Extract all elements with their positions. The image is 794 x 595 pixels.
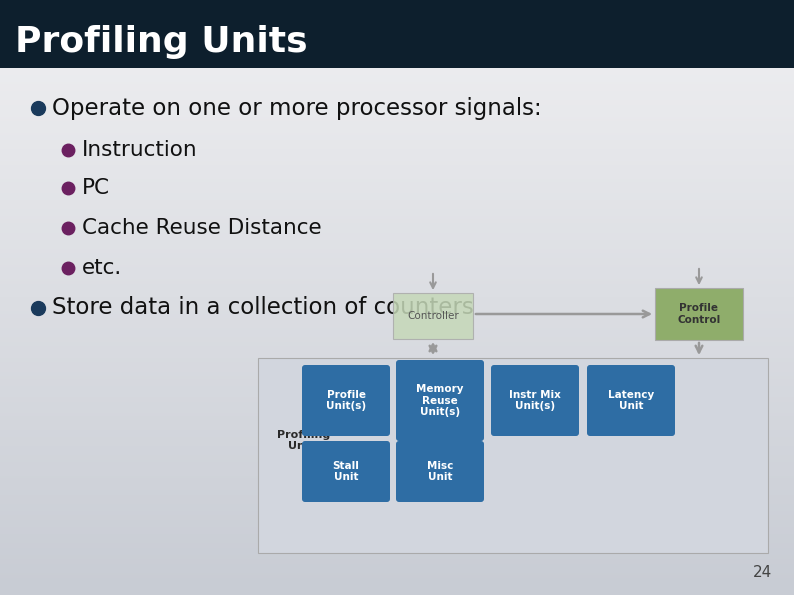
FancyBboxPatch shape: [396, 441, 484, 502]
Text: Profile
Control: Profile Control: [677, 303, 721, 325]
Text: Misc
Unit: Misc Unit: [427, 461, 453, 483]
Text: Profile
Unit(s): Profile Unit(s): [326, 390, 366, 411]
FancyBboxPatch shape: [655, 288, 743, 340]
FancyBboxPatch shape: [302, 365, 390, 436]
FancyBboxPatch shape: [0, 0, 794, 68]
Text: Instruction: Instruction: [82, 140, 198, 160]
Text: PC: PC: [82, 178, 110, 198]
FancyBboxPatch shape: [302, 441, 390, 502]
FancyBboxPatch shape: [587, 365, 675, 436]
Text: Store data in a collection of counters: Store data in a collection of counters: [52, 296, 474, 320]
FancyBboxPatch shape: [393, 293, 473, 339]
Text: 24: 24: [753, 565, 772, 580]
Text: Latency
Unit: Latency Unit: [608, 390, 654, 411]
Text: etc.: etc.: [82, 258, 122, 278]
FancyBboxPatch shape: [396, 360, 484, 441]
Text: Controller: Controller: [407, 311, 459, 321]
Text: Instr Mix
Unit(s): Instr Mix Unit(s): [509, 390, 561, 411]
Text: Cache Reuse Distance: Cache Reuse Distance: [82, 218, 322, 238]
Text: Memory
Reuse
Unit(s): Memory Reuse Unit(s): [416, 384, 464, 417]
Text: Profiling Units: Profiling Units: [15, 25, 307, 59]
FancyBboxPatch shape: [258, 358, 768, 553]
Text: Stall
Unit: Stall Unit: [333, 461, 360, 483]
Text: Operate on one or more processor signals:: Operate on one or more processor signals…: [52, 96, 542, 120]
Text: Profiling
Units: Profiling Units: [277, 430, 330, 451]
FancyBboxPatch shape: [491, 365, 579, 436]
